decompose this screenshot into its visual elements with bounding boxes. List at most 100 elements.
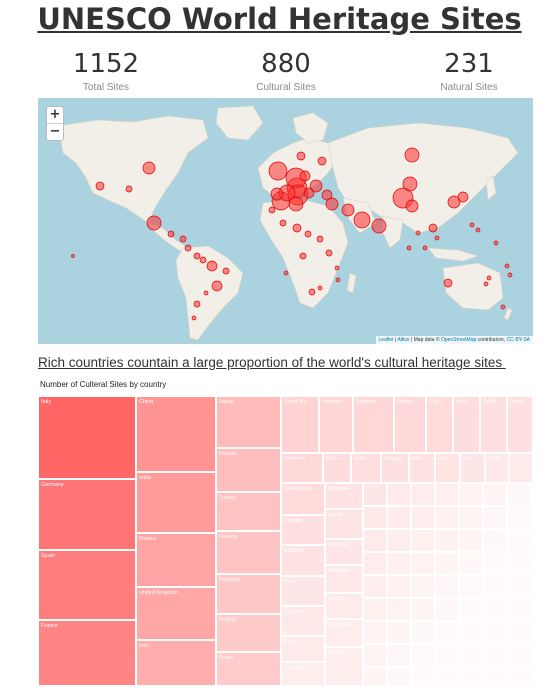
treemap-tile[interactable]: Portugal — [216, 574, 281, 614]
site-marker[interactable] — [146, 215, 162, 231]
treemap-tile[interactable] — [459, 506, 483, 529]
site-marker[interactable] — [125, 185, 133, 193]
site-marker[interactable] — [71, 254, 75, 258]
treemap-tile[interactable]: Aus... — [453, 396, 480, 453]
osm-link[interactable]: OpenStreetMap — [440, 337, 477, 343]
treemap-tile[interactable] — [507, 598, 531, 621]
treemap-tile[interactable]: Bolivi... — [480, 396, 507, 453]
treemap-tile[interactable]: Tunisia — [381, 453, 409, 483]
treemap-tile[interactable]: Greece — [216, 531, 281, 574]
site-marker[interactable] — [457, 191, 469, 203]
site-marker[interactable] — [309, 179, 323, 193]
site-marker[interactable] — [317, 156, 327, 166]
treemap-tile[interactable] — [411, 529, 435, 552]
treemap-tile[interactable] — [507, 644, 531, 667]
treemap-tile[interactable] — [387, 621, 411, 644]
treemap-tile[interactable]: United ... — [394, 396, 426, 453]
treemap-tile[interactable] — [363, 483, 387, 506]
treemap-tile[interactable]: Hun... — [435, 453, 460, 483]
treemap-tile[interactable] — [435, 621, 459, 644]
site-marker[interactable] — [415, 230, 421, 236]
treemap-tile[interactable]: Germany — [38, 479, 136, 550]
treemap-tile[interactable] — [411, 644, 435, 667]
site-marker[interactable] — [270, 187, 284, 201]
treemap-tile[interactable]: Peru — [323, 453, 351, 483]
site-marker[interactable] — [268, 206, 276, 214]
treemap-tile[interactable] — [363, 506, 387, 529]
treemap-tile[interactable] — [387, 483, 411, 506]
treemap-tile[interactable] — [483, 575, 507, 598]
treemap-tile[interactable] — [411, 667, 435, 686]
treemap-tile[interactable]: India — [136, 472, 216, 533]
treemap-tile[interactable] — [435, 644, 459, 667]
treemap-tile[interactable] — [435, 598, 459, 621]
treemap-tile[interactable]: United Kingdom — [136, 587, 216, 640]
treemap-tile[interactable]: Italy — [38, 396, 136, 479]
treemap-tile[interactable]: Chile — [485, 453, 509, 483]
site-marker[interactable] — [288, 196, 304, 212]
site-marker[interactable] — [179, 235, 187, 243]
treemap-tile[interactable] — [459, 575, 483, 598]
treemap-tile[interactable] — [435, 483, 459, 506]
site-marker[interactable] — [222, 267, 230, 275]
site-marker[interactable] — [317, 285, 323, 291]
site-marker[interactable] — [325, 197, 339, 211]
site-marker[interactable] — [203, 290, 209, 296]
site-marker[interactable] — [193, 300, 201, 308]
treemap-tile[interactable] — [435, 667, 459, 686]
treemap-tile[interactable] — [363, 552, 387, 575]
site-marker[interactable] — [469, 222, 475, 228]
site-marker[interactable] — [404, 147, 420, 163]
site-marker[interactable] — [428, 223, 438, 233]
treemap-tile[interactable] — [387, 552, 411, 575]
treemap-tile[interactable]: Brazil — [216, 652, 281, 686]
treemap-tile[interactable] — [387, 529, 411, 552]
treemap-tile[interactable] — [483, 483, 507, 506]
treemap-tile[interactable]: Belgium — [353, 396, 394, 453]
treemap-tile[interactable]: Ukraine — [325, 483, 363, 509]
site-marker[interactable] — [304, 230, 312, 238]
treemap-tile[interactable] — [435, 552, 459, 575]
site-marker[interactable] — [475, 227, 481, 233]
treemap-tile[interactable] — [363, 621, 387, 644]
treemap-tile[interactable]: Bulgaria — [281, 606, 325, 636]
treemap-tile[interactable] — [507, 483, 531, 506]
site-marker[interactable] — [334, 265, 340, 271]
treemap-tile[interactable] — [507, 621, 531, 644]
treemap-tile[interactable] — [363, 575, 387, 598]
treemap-tile[interactable] — [507, 506, 531, 529]
treemap-tile[interactable]: Poland — [216, 614, 281, 652]
treemap-tile[interactable]: Netherlands — [281, 483, 325, 515]
treemap-tile[interactable]: Russia — [216, 448, 281, 492]
site-marker[interactable] — [299, 170, 311, 182]
treemap-tile[interactable]: Ukraine — [325, 647, 363, 686]
treemap-tile[interactable] — [483, 644, 507, 667]
site-marker[interactable] — [206, 260, 218, 272]
treemap-tile[interactable] — [387, 667, 411, 686]
site-marker[interactable] — [292, 223, 302, 233]
site-marker[interactable] — [95, 181, 105, 191]
world-map[interactable]: + − — [38, 98, 533, 344]
treemap-tile[interactable] — [507, 529, 531, 552]
site-marker[interactable] — [335, 277, 341, 283]
treemap-tile[interactable] — [507, 575, 531, 598]
treemap-tile[interactable]: Sweden — [319, 396, 353, 453]
treemap-tile[interactable]: France — [38, 620, 136, 686]
altius-link[interactable]: Altius — [397, 337, 410, 343]
treemap-tile[interactable] — [435, 506, 459, 529]
treemap-tile[interactable]: Peru — [281, 576, 325, 606]
treemap-tile[interactable]: Colombia — [325, 619, 363, 647]
treemap-tile[interactable]: Iran — [136, 640, 216, 686]
site-marker[interactable] — [504, 263, 510, 269]
treemap-tile[interactable]: Egypt — [325, 509, 363, 539]
site-marker[interactable] — [507, 272, 513, 278]
site-marker[interactable] — [321, 189, 333, 201]
treemap-tile[interactable]: Irel... — [460, 453, 485, 483]
site-marker[interactable] — [353, 211, 371, 229]
treemap-tile[interactable] — [387, 506, 411, 529]
site-marker[interactable] — [405, 199, 419, 213]
site-marker[interactable] — [283, 270, 289, 276]
treemap-tile[interactable]: Neth... — [351, 453, 381, 483]
treemap-tile[interactable]: China — [136, 396, 216, 472]
site-marker[interactable] — [422, 245, 428, 251]
